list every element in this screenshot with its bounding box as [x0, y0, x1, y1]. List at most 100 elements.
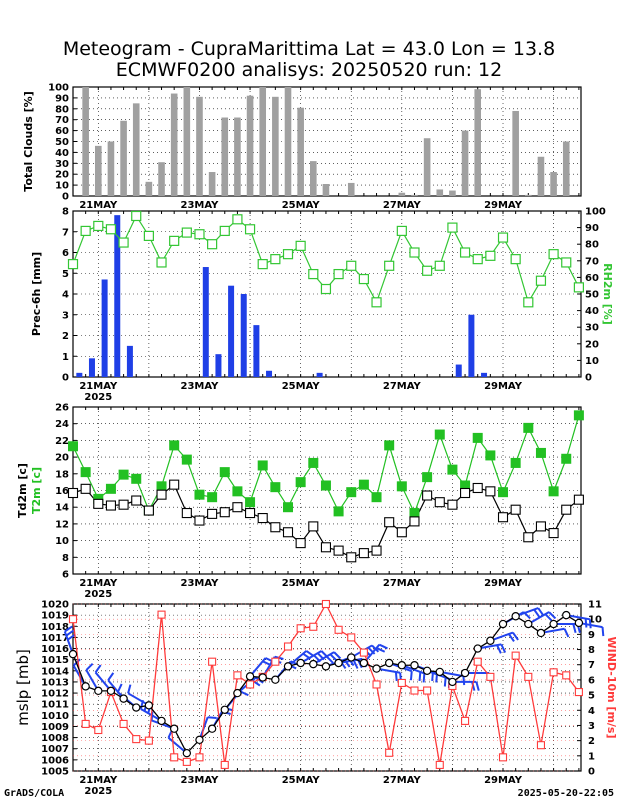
wind-barb-flag — [239, 690, 249, 697]
t2m-point — [105, 483, 116, 494]
x-tick-label: 27MAY — [383, 381, 422, 392]
td2m-point — [80, 483, 91, 494]
rh-point — [257, 259, 268, 270]
y-tick-label: 6 — [62, 570, 69, 581]
cloud-bar — [562, 141, 570, 196]
rh-point — [396, 225, 407, 237]
precip-bar — [88, 358, 95, 377]
wind-barb-flag — [376, 647, 386, 653]
rh-point — [80, 225, 91, 237]
wind-speed-point — [81, 719, 90, 728]
td2m-point — [295, 538, 306, 549]
y-tick-label: 12 — [55, 519, 69, 530]
wind-speed-point — [195, 753, 204, 762]
t2m-point — [548, 486, 559, 497]
y2-tick-label: 0 — [588, 767, 595, 778]
y-tick-label: 7 — [62, 227, 69, 238]
td2m-point — [320, 542, 331, 553]
rh-point — [346, 260, 357, 271]
y-tick-label: 10 — [55, 181, 69, 192]
t2m-point — [320, 480, 331, 491]
y2-tick-label: 80 — [585, 240, 599, 251]
wind-barb-flag — [409, 671, 413, 681]
x-tick-label: 21MAY — [79, 200, 118, 211]
rh-point — [207, 239, 218, 250]
wind-barb-flag — [548, 611, 557, 620]
t2m-point — [434, 429, 445, 440]
td2m-point — [510, 504, 521, 515]
t2m-point — [283, 502, 294, 513]
wind-speed-point — [68, 615, 78, 624]
rh-point — [573, 282, 584, 293]
mslp-point — [448, 677, 457, 687]
wind-barb-flag — [475, 681, 480, 691]
t2m-point — [270, 482, 281, 493]
wind-speed-point — [309, 622, 318, 631]
y-axis-label: Prec-6h [mm] — [30, 252, 43, 336]
td2m-point — [371, 545, 382, 556]
td2m-point — [219, 507, 230, 518]
rh-point — [105, 224, 117, 235]
t2m-point — [573, 410, 584, 421]
wind-speed-point — [334, 625, 343, 634]
rh-point — [510, 254, 521, 265]
y-tick-label: 60 — [55, 126, 69, 137]
rh-point — [384, 260, 395, 271]
precip-bar — [240, 294, 247, 377]
wind-speed-point — [461, 716, 470, 725]
wind-speed-point — [574, 688, 583, 697]
mslp-point — [233, 688, 242, 698]
t2m-point — [346, 487, 357, 498]
mslp-point — [195, 735, 204, 745]
y2-tick-label: 0 — [585, 373, 592, 384]
wind-barb-flag — [329, 653, 338, 662]
y-tick-label: 8 — [62, 553, 69, 564]
t2m-point — [447, 464, 458, 475]
x-tick-label: 21MAY — [79, 775, 118, 786]
y-tick-label: 26 — [55, 403, 69, 414]
chart-title-line2: ECMWF0200 analisys: 20250520 run: 12 — [116, 59, 502, 81]
t2m-point — [181, 454, 192, 465]
t2m-point — [485, 450, 496, 461]
wind-speed-point — [524, 672, 533, 681]
x-tick-label: 23MAY — [181, 200, 220, 211]
mslp-point — [422, 666, 432, 676]
x-tick-label: 25MAY — [282, 200, 321, 211]
td2m-point — [535, 521, 547, 532]
td2m-point — [485, 486, 496, 497]
t2m-point — [207, 492, 218, 503]
cloud-bar — [525, 194, 532, 196]
rh-point — [194, 229, 205, 240]
y-tick-label: 3 — [62, 310, 69, 321]
y2-tick-label: 7 — [588, 660, 595, 671]
rh-point — [169, 235, 180, 246]
mslp-point — [283, 662, 293, 671]
td2m-point — [346, 552, 357, 563]
wind-speed-point — [549, 668, 558, 677]
t2m-point — [535, 447, 546, 458]
wind-speed-point — [182, 757, 191, 766]
t2m-point — [333, 506, 344, 517]
y2-tick-label: 70 — [585, 256, 599, 267]
y-tick-label: 1018 — [41, 622, 69, 633]
t2m-point — [308, 457, 319, 468]
wind-speed-point — [132, 735, 141, 744]
t2m-point — [257, 460, 268, 471]
x-tick-label: 25MAY — [282, 381, 321, 392]
cloud-bar — [398, 192, 406, 196]
td2m-point — [472, 482, 483, 494]
y-tick-label: 1008 — [41, 733, 69, 744]
wind-speed-point — [246, 680, 255, 689]
x-tick-label: 27MAY — [383, 200, 422, 211]
mslp-point — [220, 705, 229, 714]
rh-point — [143, 230, 154, 241]
precip-bar — [228, 285, 235, 377]
x-tick-label: 23MAY — [181, 381, 220, 392]
x-tick-label: 23MAY — [181, 775, 220, 786]
t2m-point — [358, 479, 369, 490]
mslp-point — [207, 724, 217, 733]
wind-speed-point — [385, 748, 394, 757]
y-axis-label: Total Clouds [%] — [22, 91, 35, 191]
y2-axis-label: RH2m [%] — [601, 263, 614, 325]
t2m-point — [169, 440, 180, 451]
